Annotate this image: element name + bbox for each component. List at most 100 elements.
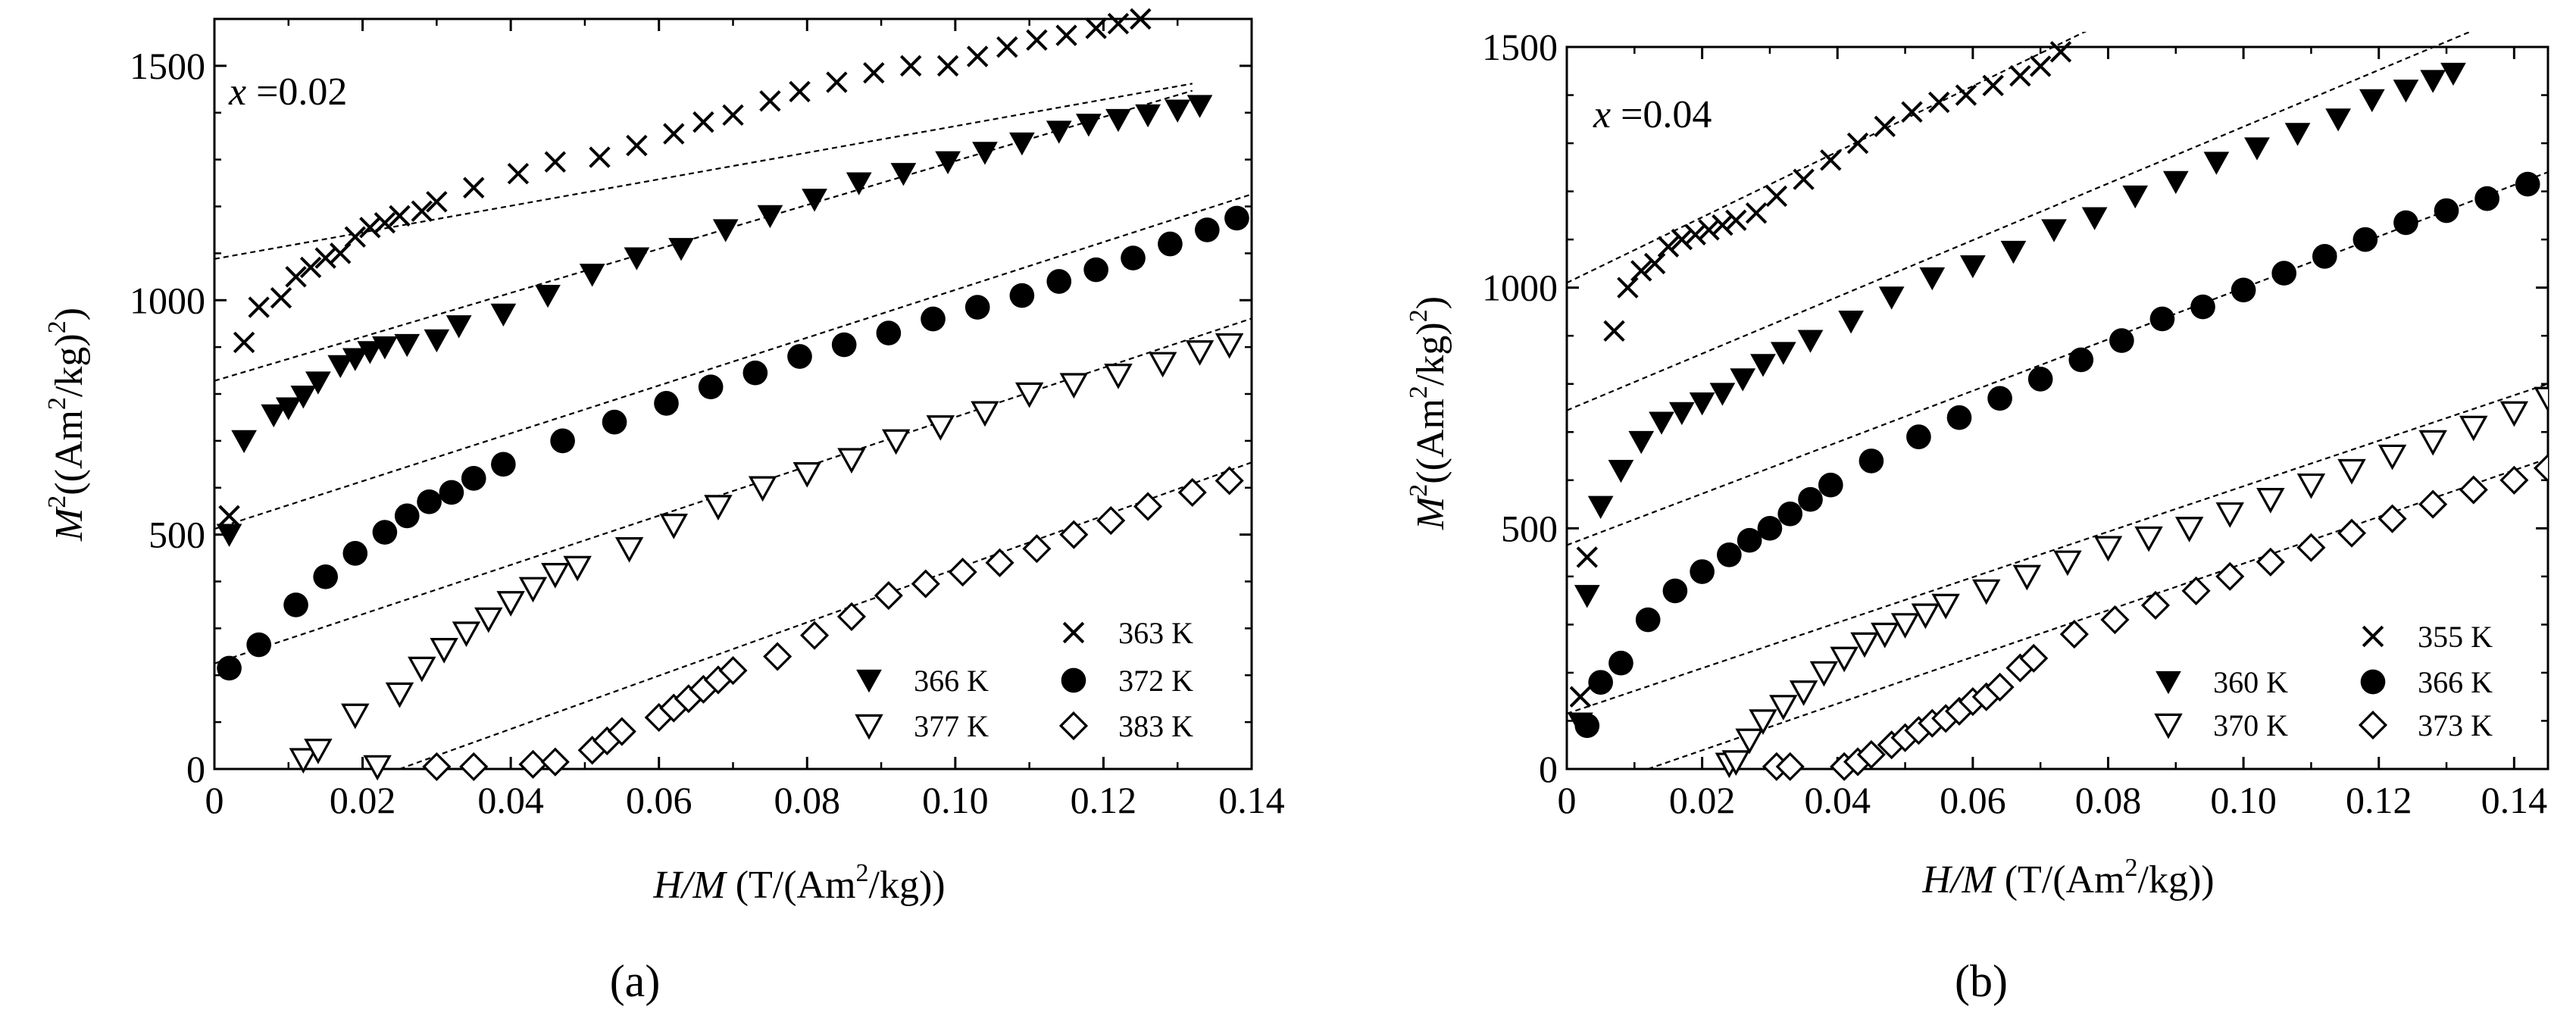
data-point-370-K	[1769, 695, 1798, 720]
data-point-373-K	[2100, 605, 2130, 635]
data-point-366-K	[1135, 104, 1161, 128]
data-point-383-K	[1096, 505, 1126, 536]
data-point-370-K	[1830, 646, 1859, 673]
panel-label-b: (b)	[1955, 956, 2008, 1006]
data-point-363-K	[1026, 29, 1048, 52]
x-tick-label: 0.12	[1071, 779, 1137, 821]
data-point-377-K	[304, 739, 333, 764]
data-point-373-K	[1985, 672, 2015, 702]
data-point-355-K	[1745, 202, 1768, 224]
data-point-377-K	[452, 621, 481, 648]
legend-marker	[1062, 621, 1085, 644]
data-point-366-K	[1588, 670, 1613, 695]
data-point-372-K	[831, 332, 857, 358]
data-point-360-K	[2284, 123, 2311, 146]
data-point-373-K	[1856, 739, 1886, 770]
data-point-363-K	[270, 286, 292, 309]
data-point-366-K	[668, 238, 694, 261]
annotation-b: x =0.04	[1593, 93, 1712, 136]
data-point-373-K	[2377, 504, 2407, 533]
data-point-366-K	[1186, 95, 1213, 118]
data-point-383-K	[763, 642, 792, 671]
y-axis-label-b: M2((Am2/kg)2)	[1405, 296, 1452, 530]
data-point-372-K	[1158, 231, 1183, 257]
data-point-360-K	[2162, 170, 2189, 195]
data-point-360-K	[1797, 330, 1824, 353]
data-point-370-K	[1721, 750, 1750, 776]
data-point-370-K	[1735, 728, 1764, 755]
data-point-377-K	[926, 415, 955, 441]
data-point-366-K	[757, 205, 783, 229]
data-point-366-K	[579, 264, 605, 287]
data-point-366-K	[1906, 424, 1931, 449]
data-point-370-K	[2534, 386, 2548, 413]
data-point-377-K	[792, 461, 822, 488]
data-point-377-K	[385, 682, 414, 708]
data-point-372-K	[1083, 257, 1108, 283]
data-point-373-K	[2459, 475, 2488, 505]
data-point-366-K	[535, 284, 561, 308]
x-tick-label: 0.04	[1804, 779, 1871, 821]
data-point-355-K	[1671, 228, 1693, 251]
data-point-377-K	[341, 703, 370, 730]
data-point-373-K	[2140, 590, 2171, 620]
data-point-366-K	[2474, 186, 2499, 211]
annotation-a-value: =0.02	[246, 70, 347, 114]
data-point-373-K	[2019, 643, 2049, 673]
data-point-366-K	[490, 303, 517, 327]
data-point-383-K	[1177, 477, 1207, 508]
data-point-383-K	[948, 558, 977, 587]
data-point-363-K	[826, 71, 848, 93]
data-point-360-K	[1960, 255, 1986, 279]
data-point-370-K	[1789, 680, 1818, 706]
data-point-366-K	[1165, 99, 1191, 123]
data-point-366-K	[1105, 108, 1131, 133]
data-point-383-K	[540, 747, 570, 777]
data-point-377-K	[704, 495, 733, 520]
x-axis-label-a: H/M (T/(Am2/kg))	[652, 859, 945, 907]
data-point-363-K	[1085, 17, 1107, 39]
data-point-366-K	[445, 315, 472, 339]
data-point-366-K	[1046, 120, 1072, 144]
data-point-372-K	[372, 520, 398, 545]
data-point-370-K	[1890, 613, 1920, 639]
data-point-355-K	[1603, 320, 1625, 342]
data-point-370-K	[2377, 444, 2407, 470]
data-point-360-K	[2203, 152, 2230, 175]
data-point-370-K	[2174, 517, 2204, 542]
data-point-355-K	[1630, 260, 1652, 282]
data-point-363-K	[359, 217, 381, 239]
data-point-377-K	[363, 755, 392, 781]
data-point-366-K	[2352, 227, 2378, 252]
data-point-360-K	[2440, 62, 2466, 86]
data-point-360-K	[1608, 459, 1634, 483]
data-point-366-K	[2149, 306, 2175, 332]
data-point-372-K	[876, 320, 902, 345]
data-point-360-K	[1574, 585, 1600, 608]
data-point-383-K	[1059, 520, 1089, 549]
legend-label: 373 K	[2418, 708, 2493, 742]
legend-marker	[2362, 625, 2384, 648]
data-point-370-K	[1972, 579, 2001, 605]
legend-marker	[855, 714, 883, 740]
x-tick-label: 0.06	[1940, 779, 2006, 821]
chart-panel-a: x =0.02 H/M (T/(Am2/kg)) M2((Am2/kg)2) (…	[43, 8, 1285, 1006]
data-point-360-K	[2359, 89, 2385, 113]
data-point-366-K	[2068, 347, 2094, 373]
data-point-363-K	[544, 151, 567, 173]
data-point-370-K	[1911, 603, 1940, 630]
data-point-372-K	[439, 480, 464, 505]
data-point-366-K	[1608, 650, 1633, 676]
legend-label: 377 K	[914, 709, 989, 743]
data-point-372-K	[1195, 217, 1220, 242]
data-point-372-K	[1009, 283, 1035, 308]
data-point-363-K	[692, 111, 714, 133]
data-point-373-K	[2499, 465, 2529, 495]
data-point-355-K	[1982, 74, 2004, 97]
data-point-366-K	[424, 329, 450, 353]
data-point-366-K	[2515, 171, 2540, 197]
y-tick-label: 500	[1501, 507, 1558, 549]
data-point-366-K	[372, 336, 398, 360]
data-point-360-K	[1649, 411, 1674, 435]
legend-label: 383 K	[1118, 709, 1193, 743]
